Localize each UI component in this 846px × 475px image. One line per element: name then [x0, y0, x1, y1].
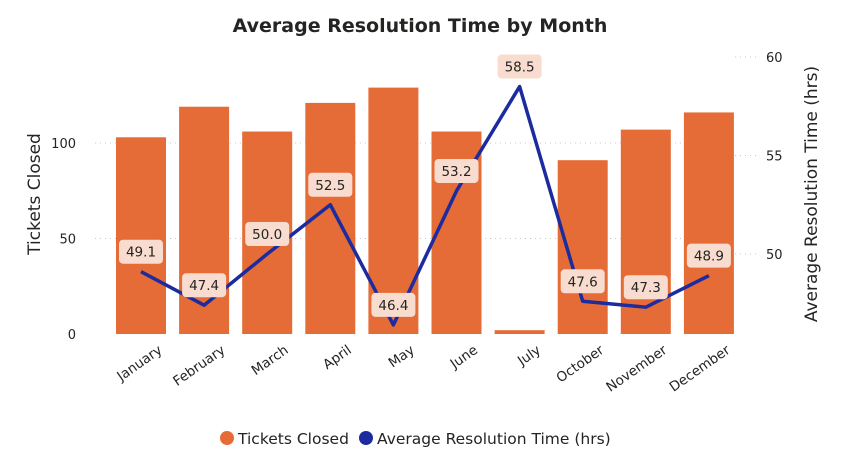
- x-tick-february: February: [170, 342, 228, 389]
- data-label-bg: [308, 172, 353, 197]
- data-label-july: 58.5: [497, 54, 542, 79]
- data-label-bg: [371, 292, 416, 317]
- data-label-march: 50.0: [245, 222, 290, 246]
- data-label-october: 47.6: [560, 269, 605, 294]
- y-right-tick-50: 50: [766, 248, 783, 263]
- data-label-bg: [434, 158, 479, 183]
- data-label-january: 49.1: [119, 239, 163, 264]
- data-label-bg: [623, 275, 668, 300]
- legend-item-tickets-closed: Tickets Closed: [220, 430, 349, 448]
- chart-title: Average Resolution Time by Month: [233, 15, 608, 37]
- x-tick-april: April: [320, 342, 354, 373]
- bar-december: [683, 112, 734, 334]
- legend-item-average-resolution-time: Average Resolution Time (hrs): [359, 430, 611, 448]
- x-tick-june: June: [447, 342, 481, 373]
- data-label-june: 53.2: [434, 158, 479, 183]
- data-label-bg: [245, 222, 290, 246]
- bar-november: [620, 129, 671, 334]
- legend-marker: [359, 431, 373, 445]
- data-label-text: 52.5: [315, 178, 345, 194]
- line-average-resolution-time: [140, 84, 710, 327]
- data-label-november: 47.3: [623, 275, 668, 300]
- x-tick-november: November: [603, 342, 670, 396]
- x-tick-march: March: [249, 342, 292, 379]
- data-label-bg: [119, 239, 163, 264]
- x-tick-may: May: [386, 342, 418, 371]
- bar-february: [179, 106, 230, 335]
- y-right-tick-55: 55: [766, 150, 783, 165]
- data-label-text: 58.5: [505, 60, 535, 76]
- x-tick-december: December: [667, 342, 734, 396]
- data-label-bg: [560, 269, 605, 294]
- x-tick-july: July: [514, 342, 544, 370]
- bar-january: [116, 137, 166, 334]
- data-label-bg: [686, 243, 731, 268]
- y-left-axis-title: Tickets Closed: [25, 133, 45, 256]
- legend-label: Average Resolution Time (hrs): [377, 430, 611, 448]
- legend-marker: [220, 431, 234, 445]
- data-label-text: 50.0: [252, 227, 282, 243]
- y-left-tick-100: 100: [51, 137, 76, 152]
- data-label-text: 47.4: [189, 278, 219, 294]
- data-label-bg: [182, 273, 227, 298]
- data-label-text: 48.9: [694, 249, 724, 265]
- data-labels: 49.1 47.4 50.0 52.5 46.4 53.2 58.5 47.6 47.3 48.9: [119, 54, 731, 317]
- data-label-february: 47.4: [182, 273, 227, 298]
- y-left-tick-0: 0: [68, 328, 76, 343]
- data-label-bg: [497, 54, 542, 79]
- data-label-text: 47.3: [631, 280, 661, 296]
- data-label-text: 53.2: [441, 164, 471, 180]
- y-left-tick-50: 50: [59, 233, 76, 248]
- data-label-text: 46.4: [378, 298, 408, 314]
- data-label-text: 49.1: [126, 245, 156, 261]
- data-label-april: 52.5: [308, 172, 353, 197]
- line-series: [140, 84, 710, 327]
- data-label-may: 46.4: [371, 292, 416, 317]
- x-tick-october: October: [554, 342, 608, 386]
- x-tick-january: January: [113, 342, 165, 385]
- y-right-axis-title: Average Resolution Time (hrs): [802, 66, 822, 322]
- legend-label: Tickets Closed: [237, 430, 349, 448]
- legend: Tickets Closed Average Resolution Time (h…: [220, 430, 611, 448]
- data-label-december: 48.9: [686, 243, 731, 268]
- y-right-tick-60: 60: [766, 51, 783, 66]
- bar-july: [494, 330, 545, 334]
- data-label-text: 47.6: [568, 274, 598, 290]
